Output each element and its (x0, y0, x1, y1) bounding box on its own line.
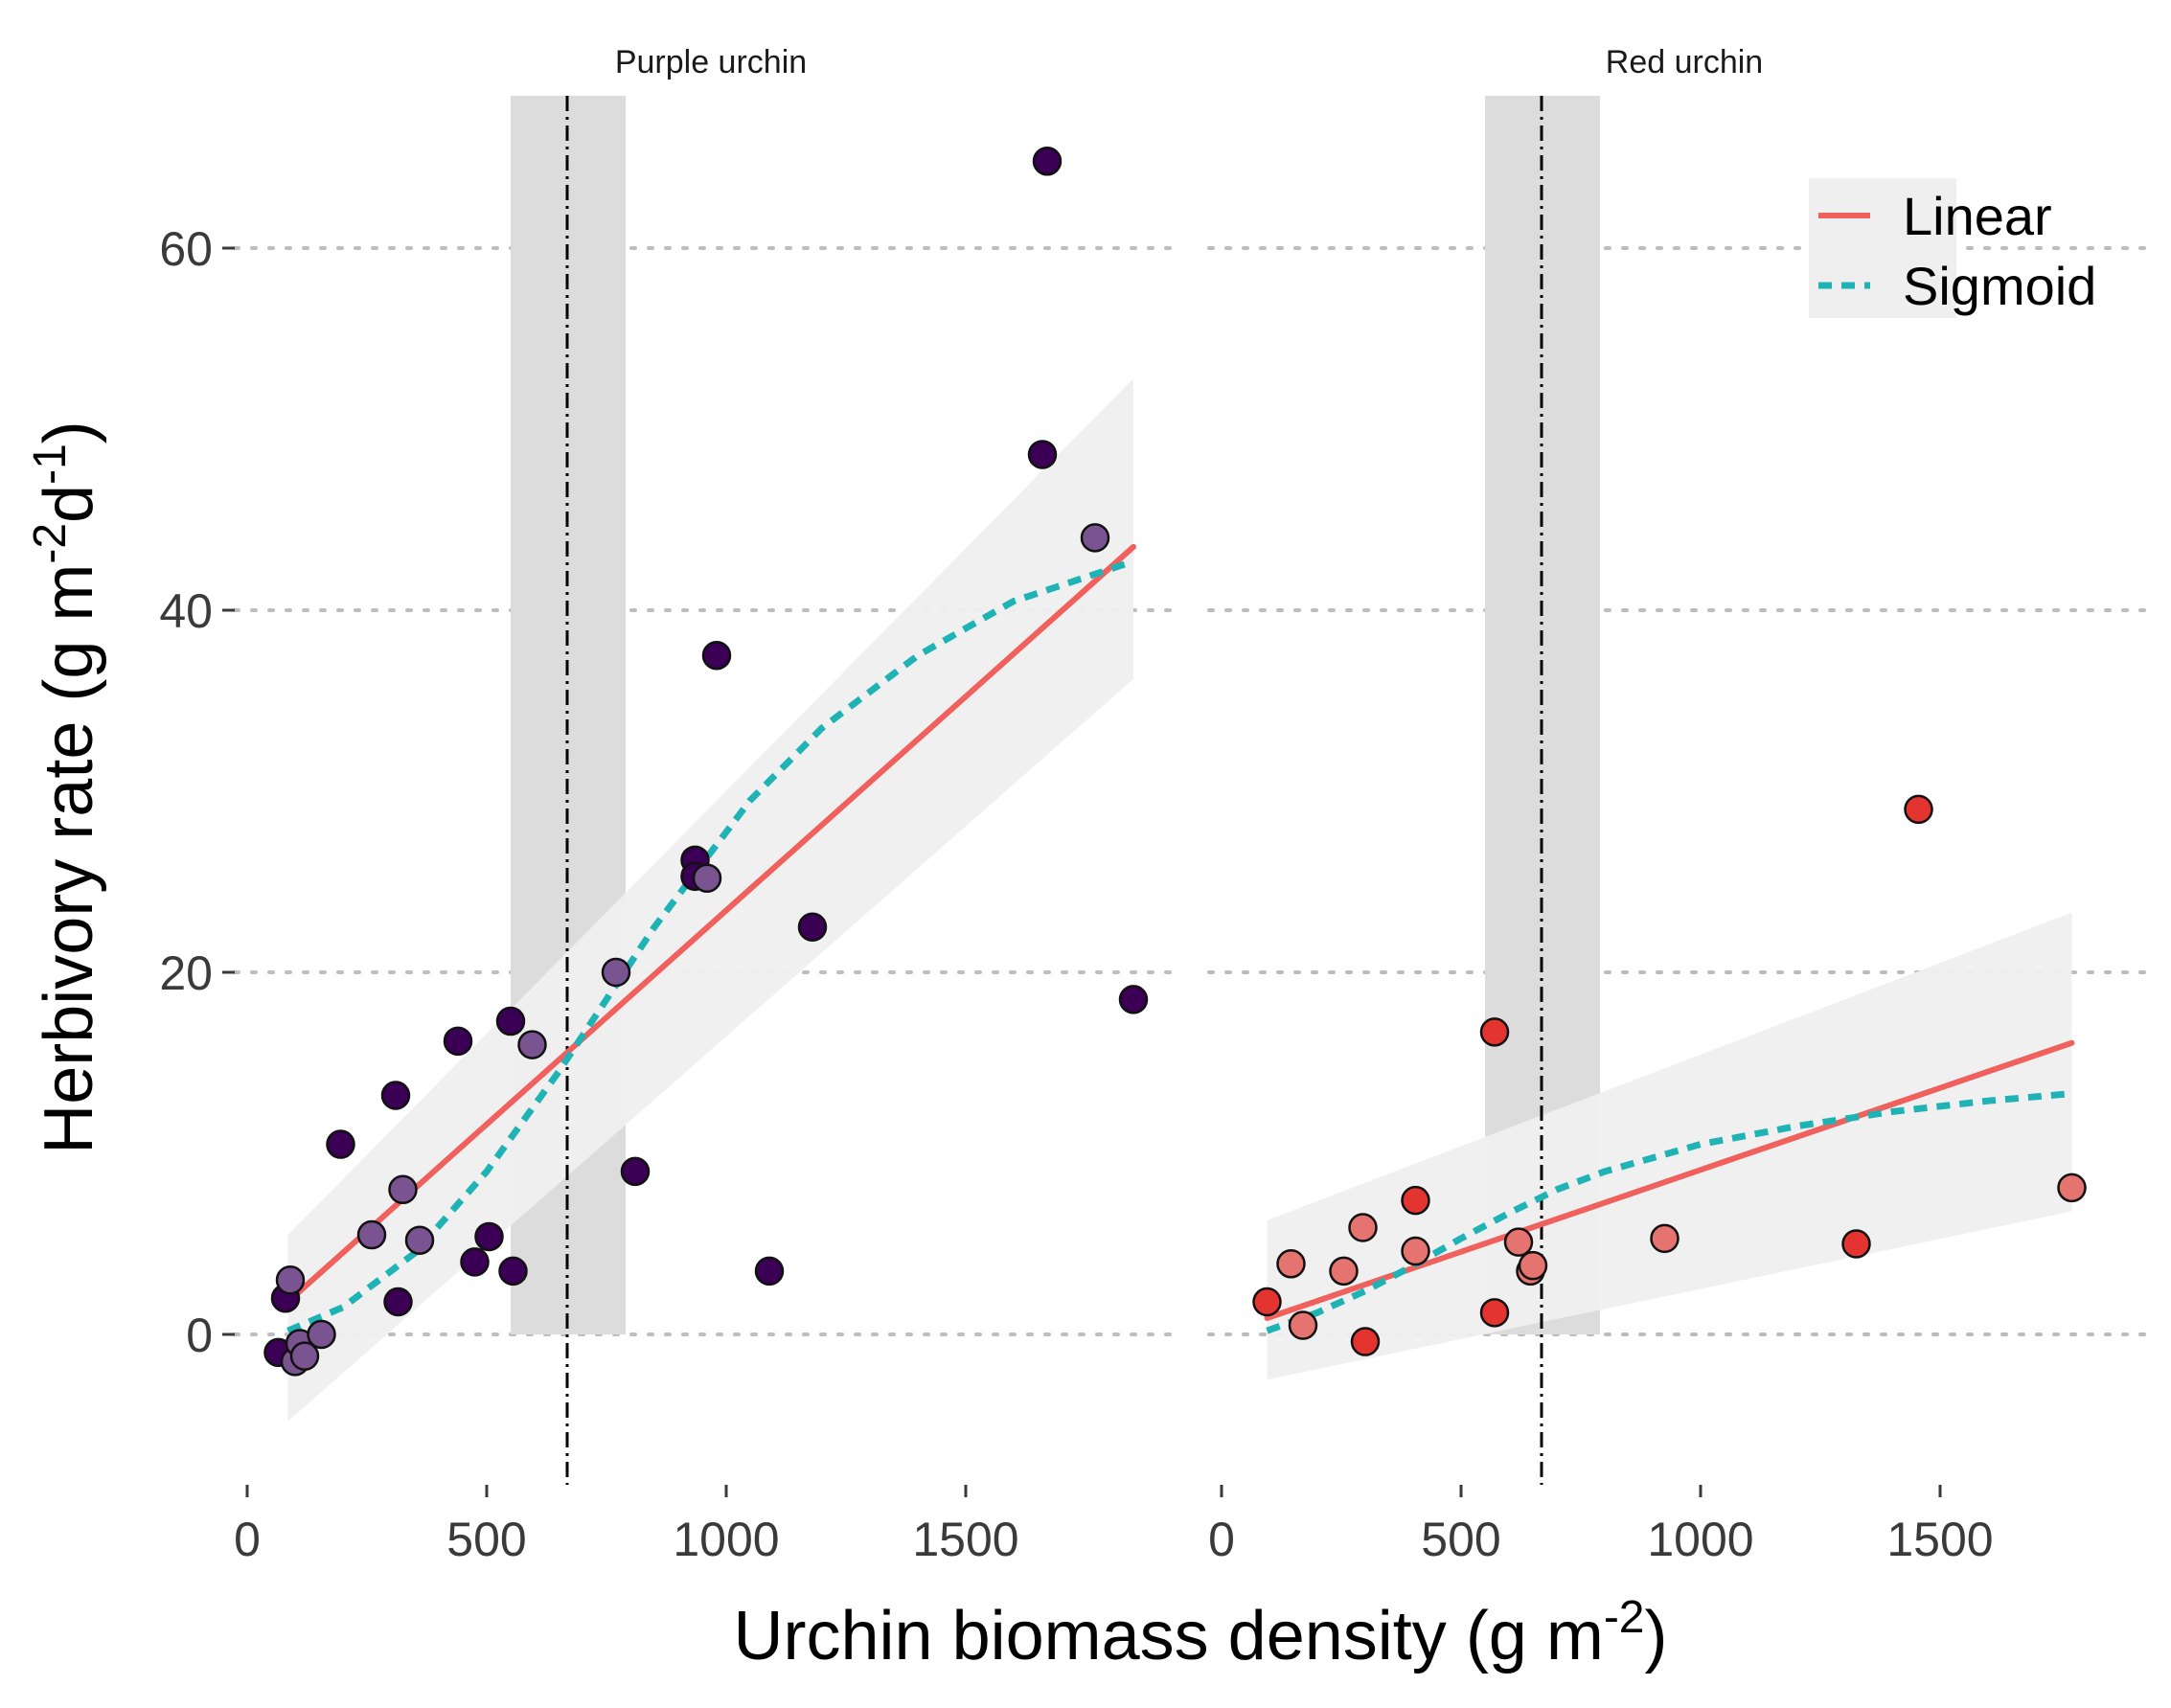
data-point-panel-1-20 (601, 957, 631, 988)
data-point-panel-1-14 (443, 1026, 473, 1057)
legend-label-sigmoid: Sigmoid (1903, 256, 2096, 316)
data-point-panel-1-25 (701, 641, 732, 671)
data-point-panel-1-15 (460, 1247, 490, 1277)
legend-background (1809, 178, 1956, 318)
x-tick-label-1500-panel-1: 1500 (912, 1513, 1018, 1566)
data-point-panel-1-7 (307, 1319, 336, 1350)
data-point-panel-2-14 (1650, 1223, 1680, 1254)
x-tick-label-1000-panel-2: 1000 (1647, 1513, 1753, 1566)
data-point-panel-2-9 (1479, 1017, 1510, 1047)
y-axis-title-end: ) (31, 421, 107, 444)
x-axis-title-end: ) (1645, 1598, 1668, 1674)
data-point-panel-1-9 (356, 1219, 387, 1250)
y-axis-title-sup1: -2 (25, 523, 76, 564)
data-point-panel-1-17 (495, 1006, 526, 1036)
data-point-panel-1-18 (498, 1256, 528, 1287)
confidence-band-layer (287, 378, 2072, 1422)
threshold-line-layer (565, 96, 1543, 1485)
data-point-panel-2-7 (1401, 1185, 1430, 1216)
data-point-panel-1-21 (620, 1156, 651, 1187)
y-tick-label-60: 60 (159, 222, 213, 276)
y-axis-title-main: Herbivory rate (g m (31, 564, 107, 1154)
x-tick-label-500-panel-2: 500 (1421, 1513, 1500, 1566)
x-tick-label-1500-panel-2: 1500 (1886, 1513, 1993, 1566)
data-point-panel-1-30 (1080, 523, 1110, 553)
data-point-panel-1-16 (474, 1221, 504, 1252)
linear-fit-panel-1 (285, 543, 1136, 1305)
data-point-panel-1-19 (517, 1030, 547, 1059)
data-point-panel-2-1 (1252, 1287, 1282, 1317)
y-tick-label-40: 40 (159, 584, 213, 638)
sigmoid-fit-panel-2 (1266, 1090, 2072, 1334)
data-point-panel-2-3 (1288, 1310, 1318, 1340)
data-point-panel-2-11 (1503, 1227, 1534, 1257)
data-point-panel-2-5 (1348, 1213, 1378, 1242)
x-axis-title-main: Urchin biomass density (g m (734, 1598, 1604, 1674)
data-point-panel-2-15 (1841, 1229, 1871, 1259)
data-point-panel-1-6 (289, 1341, 320, 1371)
data-point-panel-1-26 (754, 1256, 785, 1287)
y-axis-title-mid: d (31, 485, 107, 523)
axis-layer: 0 20 40 60 0 500 1000 1500 0 500 1000 1500 (159, 222, 1993, 1566)
data-point-panel-1-12 (388, 1174, 418, 1205)
data-point-panel-1-27 (797, 912, 828, 942)
data-point-panel-2-8 (1401, 1236, 1430, 1266)
legend: Linear Sigmoid (1809, 178, 2096, 318)
x-tick-label-0-panel-2: 0 (1208, 1513, 1235, 1566)
confidence-band-panel-2 (1267, 912, 2072, 1380)
legend-label-linear: Linear (1903, 186, 2052, 246)
data-point-panel-2-16 (1904, 794, 1933, 825)
x-tick-label-0-panel-1: 0 (234, 1513, 261, 1566)
data-point-panel-1-3 (275, 1265, 306, 1295)
data-point-panel-1-11 (383, 1287, 413, 1317)
strip-label-red: Red urchin (1606, 44, 1763, 80)
confidence-band-panel-1 (287, 378, 1133, 1422)
data-point-panel-2-17 (2057, 1173, 2087, 1203)
strip-label-purple: Purple urchin (615, 44, 807, 80)
x-tick-label-500-panel-1: 500 (446, 1513, 526, 1566)
data-point-panel-1-10 (380, 1081, 411, 1110)
data-point-panel-2-2 (1276, 1249, 1306, 1279)
x-tick-label-1000-panel-1: 1000 (673, 1513, 779, 1566)
y-axis-title: Herbivory rate (g m-2d-1) (25, 421, 107, 1154)
y-axis-title-sup2: -1 (25, 444, 76, 485)
x-axis-title-sup: -2 (1604, 1592, 1645, 1643)
data-point-panel-2-6 (1350, 1327, 1381, 1356)
data-point-panel-1-28 (1032, 147, 1063, 176)
data-point-layer (263, 147, 2087, 1377)
data-point-panel-2-10 (1479, 1298, 1510, 1328)
data-point-panel-1-24 (692, 863, 722, 893)
data-point-panel-1-8 (326, 1129, 355, 1159)
y-tick-label-0: 0 (186, 1309, 213, 1362)
x-axis-title: Urchin biomass density (g m-2) (734, 1592, 1668, 1674)
data-point-panel-1-31 (1118, 985, 1149, 1014)
data-point-panel-1-29 (1027, 440, 1058, 469)
data-point-panel-1-13 (404, 1225, 435, 1255)
data-point-panel-2-13 (1518, 1250, 1548, 1281)
data-point-panel-2-4 (1329, 1256, 1359, 1287)
y-tick-label-20: 20 (159, 946, 213, 1000)
